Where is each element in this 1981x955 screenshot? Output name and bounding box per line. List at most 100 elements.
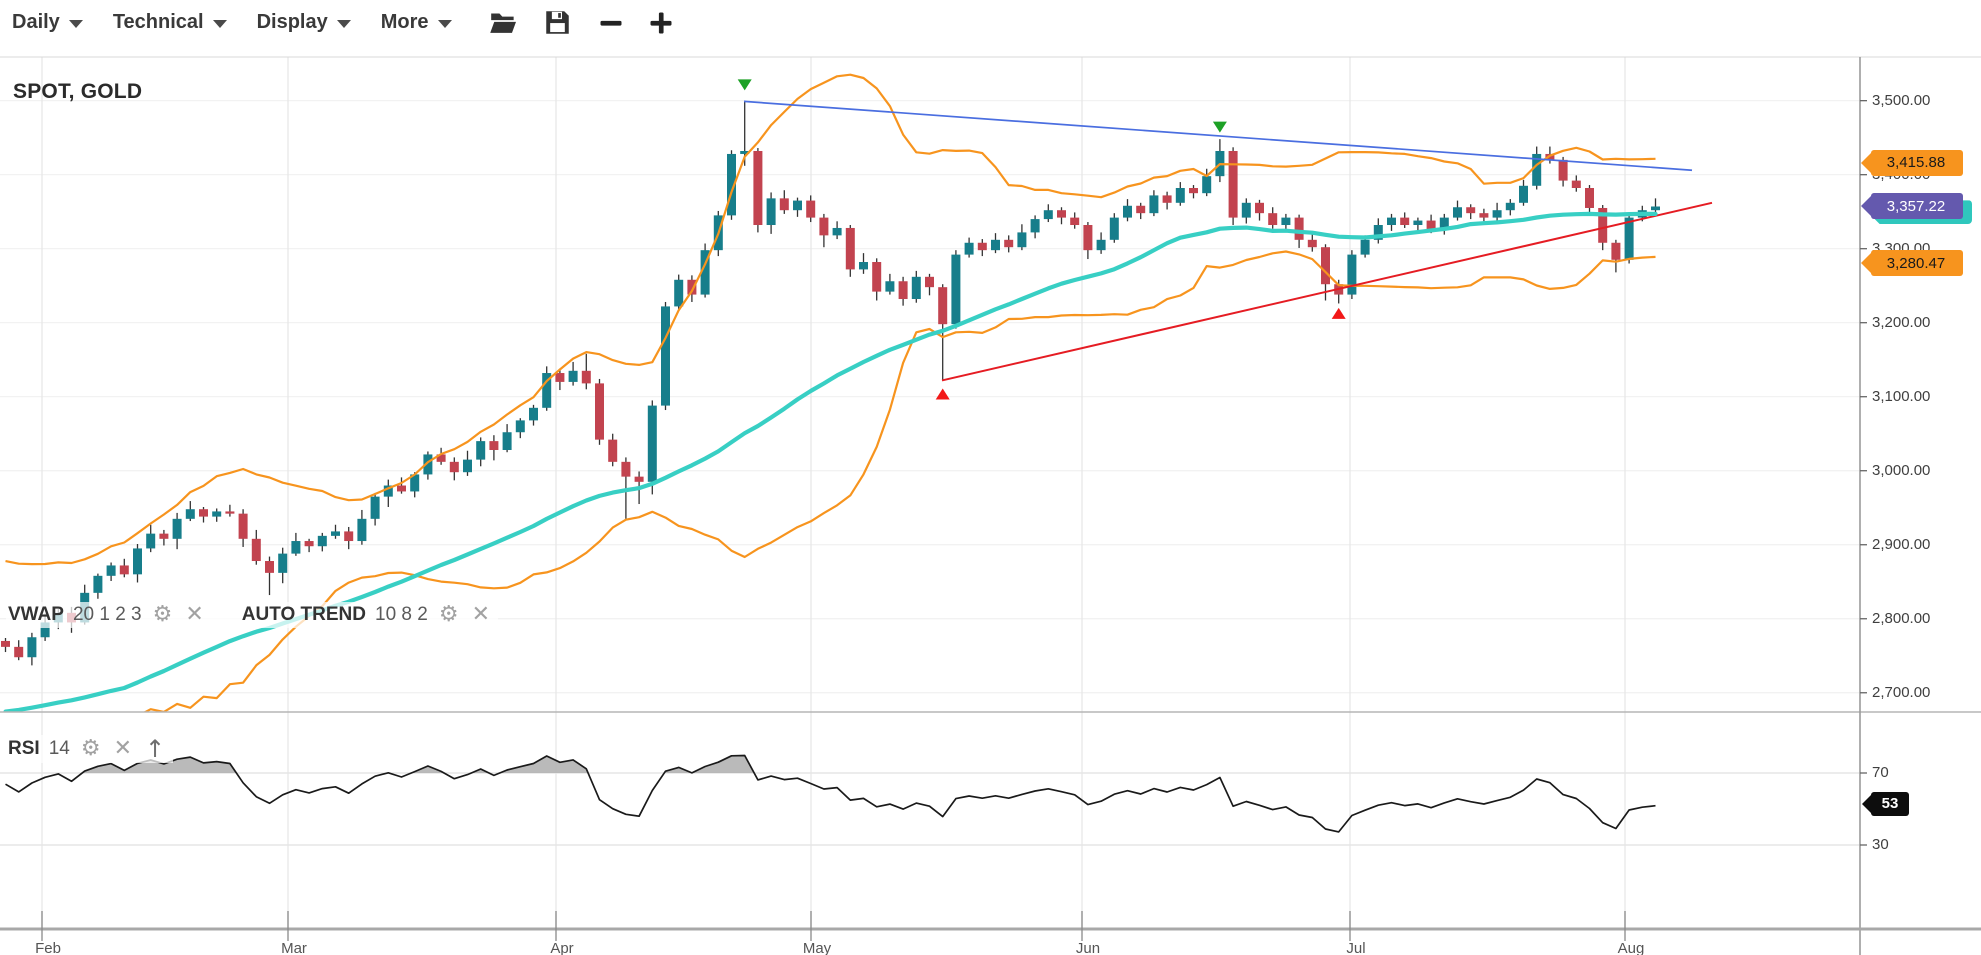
candle-up bbox=[383, 485, 393, 497]
auto-trend-indicator-label: AUTO TREND bbox=[241, 604, 367, 625]
zoom-out-button[interactable] bbox=[597, 9, 625, 37]
candle-up bbox=[463, 459, 472, 473]
candle-down bbox=[1307, 239, 1317, 248]
candle-up bbox=[1413, 220, 1423, 226]
auto-trend-settings-button[interactable]: ⚙ bbox=[437, 604, 461, 626]
time-axis-label: May bbox=[802, 940, 832, 955]
candle-down bbox=[159, 533, 169, 539]
save-chart-button[interactable] bbox=[544, 9, 571, 36]
auto-trend-remove-button[interactable]: ✕ bbox=[470, 604, 492, 626]
candle-up bbox=[1175, 188, 1185, 203]
close-icon: ✕ bbox=[113, 736, 132, 761]
candle-down bbox=[898, 281, 908, 300]
timeframe-menu-label: Daily bbox=[12, 11, 60, 33]
candles-layer bbox=[1, 100, 1660, 666]
display-menu-label: Display bbox=[256, 11, 328, 33]
candle-up bbox=[1373, 225, 1383, 240]
rsi-move-up-button[interactable]: ↑ bbox=[143, 737, 167, 761]
candle-down bbox=[1228, 150, 1238, 218]
candle-down bbox=[449, 461, 459, 473]
last-price-value: 3,357.22 bbox=[1886, 197, 1946, 215]
rsi-value-tag: 53 bbox=[1861, 791, 1909, 816]
vwap-remove-button[interactable]: ✕ bbox=[183, 604, 205, 626]
time-axis-label: Mar bbox=[281, 940, 307, 955]
rsi-value: 53 bbox=[1881, 795, 1899, 813]
price-axis-label: 3,200.00 bbox=[1872, 313, 1931, 331]
candle-up bbox=[1030, 219, 1040, 233]
candle-up bbox=[1281, 217, 1291, 226]
candle-up bbox=[1202, 176, 1212, 194]
timeframe-menu[interactable]: Daily bbox=[12, 11, 83, 34]
candle-down bbox=[225, 511, 235, 514]
candle-down bbox=[304, 541, 314, 547]
price-axis-label: 3,000.00 bbox=[1872, 461, 1931, 479]
technical-menu-label: Technical bbox=[112, 11, 204, 33]
candle-up bbox=[647, 405, 657, 482]
candle-up bbox=[542, 373, 552, 408]
candle-up bbox=[212, 511, 222, 517]
rsi-remove-button[interactable]: ✕ bbox=[112, 738, 134, 760]
candle-down bbox=[1400, 217, 1410, 226]
candle-up bbox=[1492, 210, 1502, 218]
candle-up bbox=[133, 548, 142, 575]
more-menu[interactable]: More bbox=[381, 11, 452, 34]
candle-down bbox=[1585, 188, 1594, 208]
candle-up bbox=[727, 153, 736, 216]
time-axis-label: Jun bbox=[1075, 940, 1101, 955]
candle-down bbox=[581, 370, 591, 384]
time-axis-label: Feb bbox=[35, 940, 61, 955]
rsi-axis-label: 70 bbox=[1872, 764, 1889, 781]
chevron-down-icon bbox=[68, 20, 83, 28]
candle-up bbox=[529, 407, 538, 421]
candle-up bbox=[1439, 217, 1449, 230]
candle-up bbox=[278, 553, 288, 573]
candle-down bbox=[1, 640, 10, 647]
candle-down bbox=[199, 509, 208, 517]
gear-icon: ⚙ bbox=[152, 602, 173, 627]
minus-icon bbox=[597, 9, 625, 37]
close-icon: ✕ bbox=[471, 602, 491, 627]
candle-down bbox=[119, 565, 129, 575]
candle-up bbox=[674, 279, 684, 307]
vwap-indicator-label: VWAP bbox=[8, 604, 64, 625]
candle-down bbox=[806, 200, 816, 218]
rsi-axis-label: 30 bbox=[1872, 836, 1889, 853]
display-menu[interactable]: Display bbox=[257, 11, 351, 34]
candle-up bbox=[185, 509, 195, 519]
candle-down bbox=[238, 513, 248, 539]
candle-up bbox=[1651, 206, 1660, 211]
chevron-down-icon bbox=[437, 20, 452, 28]
upper-band-price-value: 3,415.88 bbox=[1886, 154, 1946, 172]
candle-up bbox=[331, 531, 340, 536]
candle-up bbox=[502, 432, 512, 450]
candle-up bbox=[991, 239, 1000, 251]
candle-up bbox=[423, 454, 433, 475]
candle-down bbox=[1466, 207, 1476, 214]
auto-trend-indicator-params: 10 8 2 bbox=[375, 604, 428, 625]
descending-resistance-trendline bbox=[743, 100, 1693, 172]
candle-down bbox=[1136, 205, 1146, 214]
zoom-in-button[interactable] bbox=[647, 9, 675, 37]
candle-down bbox=[1189, 188, 1198, 194]
rsi-line bbox=[5, 754, 1656, 833]
candle-up bbox=[766, 198, 776, 226]
open-chart-button[interactable] bbox=[488, 10, 518, 36]
rsi-settings-button[interactable]: ⚙ bbox=[79, 738, 103, 760]
technical-menu[interactable]: Technical bbox=[113, 11, 227, 34]
chevron-down-icon bbox=[212, 20, 227, 28]
price-axis-label: 3,100.00 bbox=[1872, 387, 1931, 405]
candle-up bbox=[515, 420, 525, 433]
vwap-settings-button[interactable]: ⚙ bbox=[151, 604, 175, 626]
candle-up bbox=[1387, 217, 1396, 226]
candle-down bbox=[1571, 180, 1581, 188]
rsi-overbought-fill bbox=[82, 755, 755, 773]
candle-up bbox=[1532, 153, 1542, 186]
candle-up bbox=[172, 518, 182, 539]
candle-up bbox=[1519, 185, 1528, 203]
candle-up bbox=[911, 276, 921, 300]
candle-down bbox=[1426, 220, 1436, 230]
candle-down bbox=[14, 646, 24, 658]
candle-up bbox=[661, 306, 670, 406]
